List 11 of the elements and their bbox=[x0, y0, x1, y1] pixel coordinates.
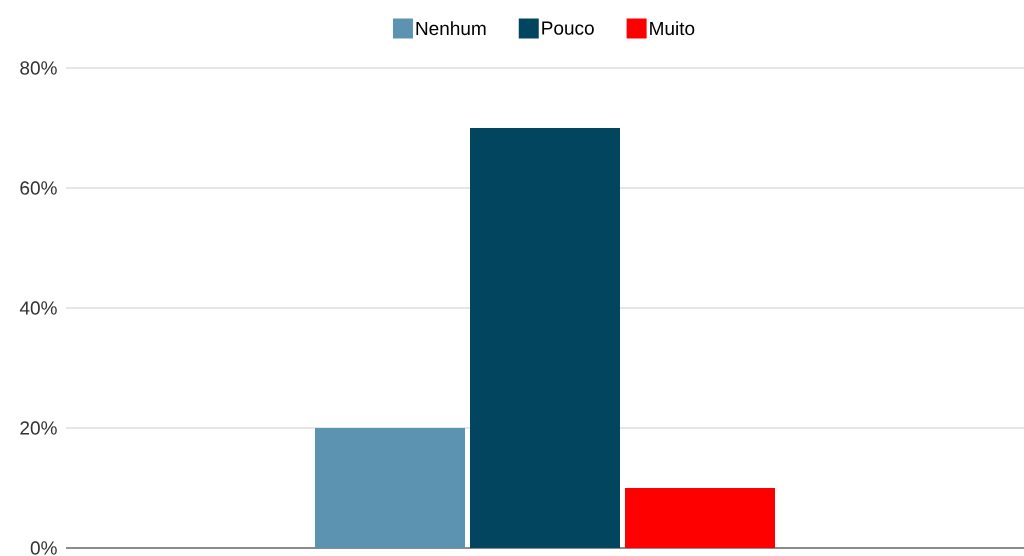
y-tick-label: 40% bbox=[19, 301, 57, 315]
legend-label: Muito bbox=[650, 21, 695, 36]
y-tick-label: 0% bbox=[30, 541, 57, 555]
legend-label: Pouco bbox=[542, 21, 594, 35]
legend-label: Nenhum bbox=[416, 21, 486, 36]
bar bbox=[315, 428, 465, 548]
y-tick-label: 20% bbox=[20, 421, 57, 435]
bar bbox=[625, 488, 776, 548]
bar bbox=[470, 128, 621, 548]
y-tick-label: 80% bbox=[20, 61, 57, 75]
y-tick-label: 60% bbox=[20, 181, 57, 195]
